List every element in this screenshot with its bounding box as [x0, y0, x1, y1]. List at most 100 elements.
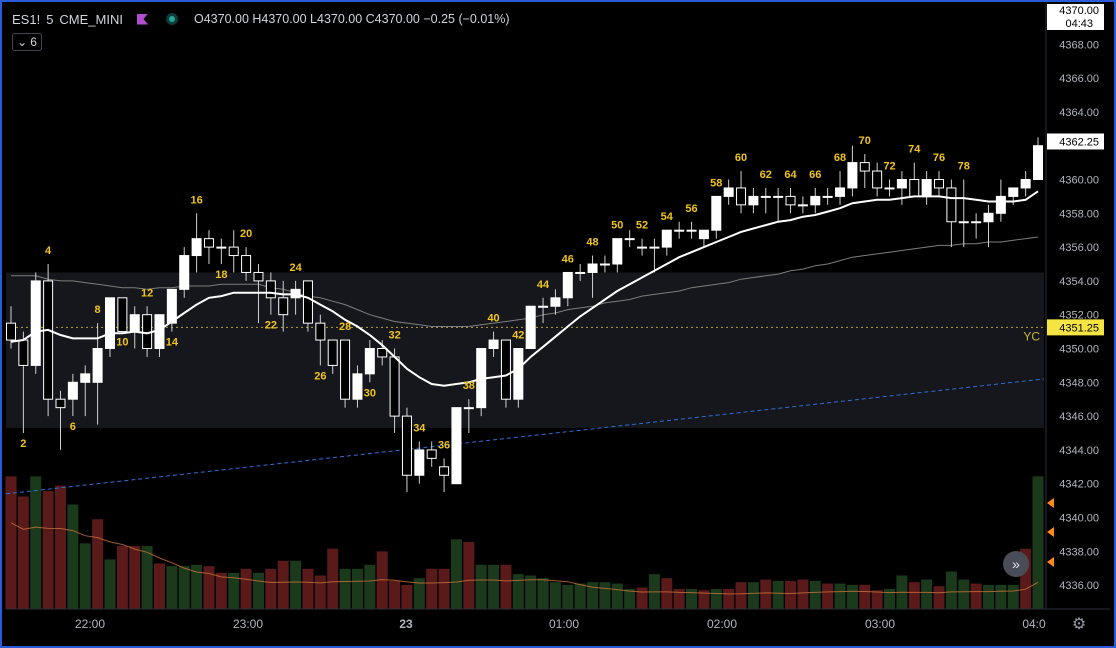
candle-body [6, 322, 16, 341]
bar-number-label: 16 [190, 194, 202, 206]
yc-price-box [1047, 319, 1104, 336]
candle-body [624, 238, 635, 241]
candle [352, 365, 363, 408]
candle [921, 171, 932, 205]
candle-body [538, 305, 549, 308]
volume-bar [252, 572, 264, 609]
bar-number-label: 22 [265, 320, 277, 332]
price-tick-label: 4360.00 [1059, 175, 1099, 187]
candle [797, 196, 808, 214]
candle-body [971, 221, 982, 224]
price-tick-label: 4366.00 [1059, 73, 1099, 85]
candle [1020, 171, 1031, 197]
candle [241, 247, 252, 281]
volume-bar [785, 580, 797, 609]
current-price-label: 4370.00 [1059, 5, 1099, 17]
candle-body [797, 204, 808, 207]
candle-body [847, 162, 858, 189]
volume-bar [537, 578, 549, 609]
exchange-label: CME_MINI [59, 11, 123, 27]
volume-bar [327, 548, 339, 609]
alert-marker-icon[interactable] [1047, 557, 1054, 567]
volume-bar [104, 559, 116, 609]
candle-body [958, 221, 969, 224]
volume-bar [228, 572, 240, 609]
price-tick-label: 4342.00 [1059, 479, 1099, 491]
candle [661, 229, 672, 256]
volume-bar [686, 588, 698, 609]
candle [327, 339, 338, 374]
volume-bar [215, 572, 227, 609]
candle-body [822, 195, 833, 198]
scroll-to-realtime-button[interactable]: » [1003, 551, 1029, 577]
bar-number-label: 8 [95, 304, 101, 316]
bar-number-label: 76 [933, 152, 945, 164]
volume-ma-line [10, 522, 1039, 595]
candle-body [649, 246, 660, 249]
volume-bar [141, 546, 153, 609]
volume-bar [116, 546, 128, 609]
candle [748, 187, 759, 214]
candle-body [773, 195, 784, 198]
candle-body [340, 339, 351, 400]
candle-body [884, 187, 895, 190]
bar-number-label: 12 [141, 287, 153, 299]
candle-body [302, 280, 313, 324]
candle-body [451, 407, 462, 485]
candle-body [909, 179, 920, 197]
volume-bar [958, 579, 970, 609]
candle-body [1033, 145, 1043, 180]
alert-marker-icon[interactable] [1047, 498, 1054, 508]
candle [216, 238, 227, 264]
gear-icon[interactable]: ⚙ [1071, 616, 1087, 633]
candle-body [389, 356, 400, 417]
bar-number-label: 70 [859, 135, 871, 147]
bar-number-label: 28 [339, 321, 351, 333]
candle [278, 280, 289, 332]
bar-number-label: 18 [215, 269, 227, 281]
candle [686, 221, 697, 239]
candle [463, 399, 474, 433]
volume-bar [30, 476, 42, 609]
flag-icon[interactable] [136, 13, 148, 25]
volume-bar [166, 566, 178, 609]
alert-marker-icon[interactable] [1047, 527, 1054, 537]
candle-body [835, 187, 846, 197]
volume-bar [79, 543, 91, 609]
candle [872, 162, 883, 197]
candle [785, 187, 796, 214]
yc-text: YC [1023, 329, 1040, 343]
bar-number-label: 62 [760, 169, 772, 181]
candle [909, 162, 920, 197]
candle-body [191, 238, 202, 257]
candle-body [500, 339, 511, 400]
candle [203, 230, 214, 264]
volume-bar [859, 584, 871, 609]
volume-bar [970, 583, 982, 609]
legend-count: 6 [30, 35, 37, 49]
volume-bar [525, 575, 537, 609]
bar-number-label: 38 [463, 380, 475, 392]
bar-number-label: 56 [685, 203, 697, 215]
time-tick-label: 01:00 [549, 617, 579, 631]
volume-bar [67, 504, 79, 609]
candle [810, 187, 821, 214]
candle-body [129, 314, 140, 333]
candle-body [513, 348, 524, 400]
volume-bar [1032, 476, 1044, 609]
bar-number-label: 46 [562, 253, 574, 265]
bar-number-label: 66 [809, 169, 821, 181]
volume-bar [92, 519, 104, 609]
volume-bar [153, 563, 165, 609]
legend-toggle-button[interactable]: ⌄ 6 [12, 33, 42, 51]
bar-number-label: 64 [784, 169, 797, 181]
interval-label[interactable]: 5 [46, 11, 54, 27]
candle-body [265, 280, 276, 299]
bar-number-label: 4 [45, 245, 52, 257]
symbol-label[interactable]: ES1! [12, 11, 41, 27]
candle-body [179, 255, 190, 290]
candle-body [872, 170, 883, 189]
candle-body [934, 179, 945, 189]
candle [550, 289, 561, 315]
